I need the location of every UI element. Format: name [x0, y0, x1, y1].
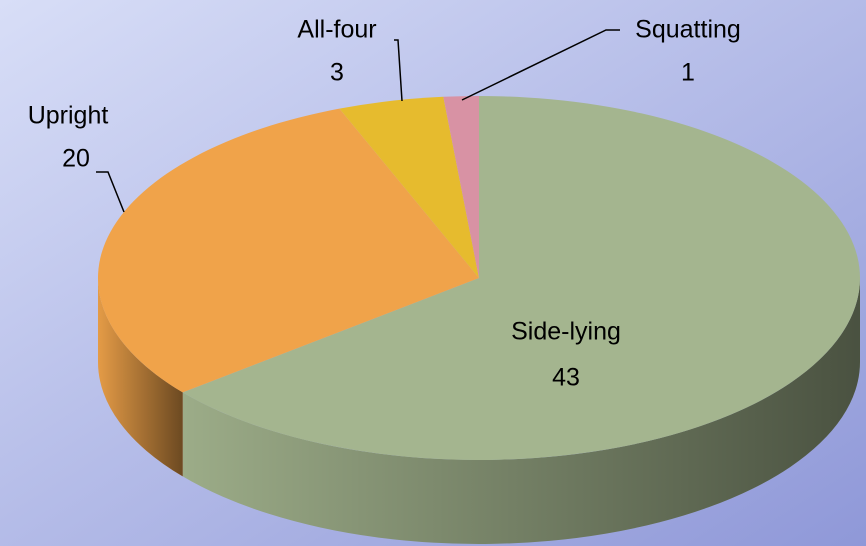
slice-label: Squatting [635, 16, 741, 44]
slice-value: 20 [62, 145, 90, 173]
leader-line [461, 29, 620, 101]
slice-value: 1 [681, 59, 695, 87]
slice [443, 96, 479, 278]
slice [182, 96, 860, 460]
slice-label: Upright [28, 102, 109, 130]
slice-side-shade [182, 278, 860, 545]
pie [97, 96, 860, 545]
slice [97, 108, 479, 393]
slice-value: 43 [552, 364, 580, 392]
leader-line [96, 171, 125, 213]
leader-lines [96, 29, 620, 213]
slice-label: All-four [297, 16, 376, 44]
slice [339, 96, 479, 278]
slice-side-shade [98, 278, 183, 477]
slice-label: Side-lying [511, 318, 621, 346]
slice-value: 3 [330, 59, 344, 87]
leader-line [394, 39, 403, 102]
